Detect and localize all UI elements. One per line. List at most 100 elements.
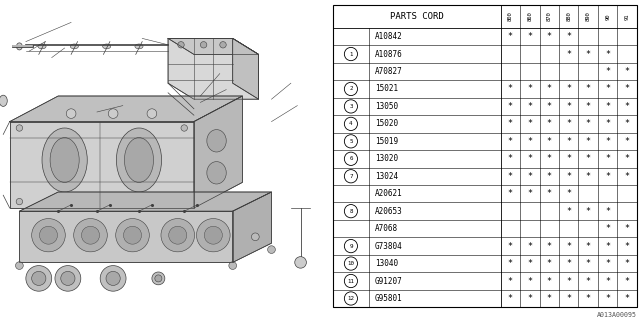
Ellipse shape (207, 162, 227, 184)
Text: *: * (527, 189, 532, 198)
Ellipse shape (42, 128, 87, 192)
Circle shape (344, 82, 358, 96)
Text: *: * (625, 276, 630, 285)
Text: *: * (547, 119, 552, 128)
Polygon shape (10, 122, 194, 208)
Circle shape (295, 257, 307, 268)
Text: *: * (605, 137, 610, 146)
Text: *: * (605, 224, 610, 233)
Text: *: * (586, 154, 591, 163)
Text: 860: 860 (527, 12, 532, 21)
Text: 11: 11 (348, 278, 355, 284)
Text: *: * (586, 172, 591, 181)
Circle shape (229, 262, 237, 269)
Text: *: * (566, 207, 572, 216)
Text: *: * (527, 137, 532, 146)
Text: *: * (566, 32, 572, 41)
Circle shape (67, 109, 76, 118)
Circle shape (31, 271, 46, 285)
Text: *: * (605, 207, 610, 216)
Text: *: * (605, 50, 610, 59)
Circle shape (181, 125, 188, 131)
Text: *: * (625, 154, 630, 163)
Text: *: * (625, 294, 630, 303)
Ellipse shape (50, 138, 79, 182)
Text: *: * (566, 276, 572, 285)
Text: *: * (586, 259, 591, 268)
Text: *: * (566, 154, 572, 163)
Ellipse shape (38, 44, 46, 49)
Polygon shape (233, 192, 271, 262)
Text: *: * (605, 294, 610, 303)
Text: *: * (605, 119, 610, 128)
Circle shape (16, 125, 22, 131)
Text: *: * (605, 276, 610, 285)
Text: *: * (605, 259, 610, 268)
Circle shape (31, 219, 65, 252)
Text: *: * (508, 32, 513, 41)
Text: 4: 4 (349, 121, 353, 126)
Text: A70827: A70827 (375, 67, 403, 76)
Circle shape (344, 170, 358, 183)
Text: *: * (547, 294, 552, 303)
Circle shape (61, 271, 75, 285)
Text: A20653: A20653 (375, 207, 403, 216)
Text: *: * (605, 67, 610, 76)
Text: *: * (508, 137, 513, 146)
Text: *: * (527, 172, 532, 181)
Text: *: * (527, 276, 532, 285)
Text: *: * (566, 294, 572, 303)
Text: *: * (625, 102, 630, 111)
Text: *: * (586, 50, 591, 59)
Text: *: * (566, 119, 572, 128)
Text: *: * (508, 154, 513, 163)
Text: G91207: G91207 (375, 276, 403, 285)
Circle shape (147, 109, 157, 118)
Text: *: * (527, 242, 532, 251)
Circle shape (181, 198, 188, 205)
Text: 2: 2 (349, 86, 353, 92)
Circle shape (81, 226, 100, 244)
Text: *: * (605, 172, 610, 181)
Text: *: * (547, 32, 552, 41)
Text: *: * (566, 189, 572, 198)
Text: 91: 91 (625, 13, 630, 20)
Circle shape (16, 198, 22, 205)
Polygon shape (168, 38, 259, 99)
Text: *: * (566, 84, 572, 93)
Circle shape (108, 109, 118, 118)
Circle shape (344, 292, 358, 305)
Circle shape (100, 266, 126, 291)
Text: 9: 9 (349, 244, 353, 249)
Text: *: * (586, 119, 591, 128)
Ellipse shape (116, 128, 161, 192)
Circle shape (204, 226, 222, 244)
Ellipse shape (135, 44, 143, 49)
Text: *: * (605, 84, 610, 93)
Circle shape (344, 204, 358, 218)
Text: *: * (547, 172, 552, 181)
Text: 5: 5 (349, 139, 353, 144)
Text: *: * (527, 84, 532, 93)
Circle shape (161, 219, 195, 252)
Text: *: * (566, 50, 572, 59)
Circle shape (344, 152, 358, 165)
Text: *: * (566, 259, 572, 268)
Text: *: * (527, 102, 532, 111)
Text: 15019: 15019 (375, 137, 398, 146)
Ellipse shape (102, 44, 111, 49)
Text: A013A00095: A013A00095 (597, 312, 637, 318)
Text: 10: 10 (348, 261, 355, 266)
Polygon shape (19, 211, 233, 262)
Text: 90: 90 (605, 13, 610, 20)
Circle shape (116, 219, 149, 252)
Circle shape (344, 135, 358, 148)
Text: *: * (625, 172, 630, 181)
Text: *: * (625, 242, 630, 251)
Text: *: * (508, 172, 513, 181)
Text: *: * (527, 119, 532, 128)
Text: 15020: 15020 (375, 119, 398, 128)
Text: 870: 870 (547, 12, 552, 21)
Text: *: * (508, 259, 513, 268)
Text: *: * (508, 119, 513, 128)
